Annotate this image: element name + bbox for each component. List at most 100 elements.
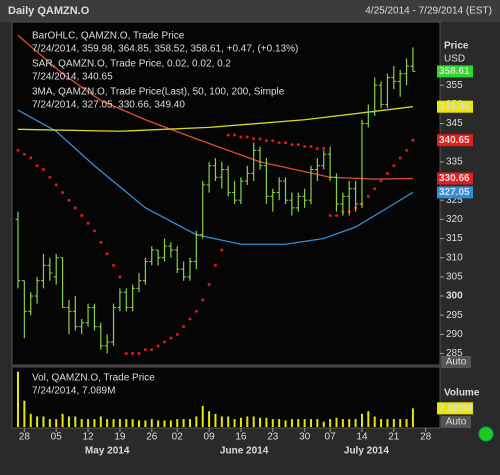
sar-dot (277, 141, 281, 145)
volume-bar (16, 371, 19, 427)
volume-bar (239, 417, 242, 427)
legend-entry: BarOHLC, QAMZN.O, Trade Price (32, 31, 185, 42)
volume-bar (310, 419, 313, 427)
y-tick-label: 295 (446, 310, 463, 321)
volume-bar (373, 416, 376, 427)
volume-bar (303, 419, 306, 427)
sar-dot (67, 198, 71, 202)
auto-button[interactable] (441, 356, 471, 368)
sar-dot (405, 148, 409, 152)
sar-dot (61, 191, 65, 195)
volume-bar (144, 420, 147, 427)
sar-dot (309, 145, 313, 149)
month-label: May 2014 (85, 446, 130, 457)
volume-bar (399, 419, 402, 427)
volume-bar (290, 419, 293, 427)
sar-dot (379, 179, 383, 183)
sar-dot (220, 248, 224, 252)
price-tag-bg (437, 100, 473, 113)
x-tick-label: 19 (114, 432, 126, 443)
sar-dot (150, 348, 154, 352)
volume-bar (118, 419, 121, 427)
header-bar (0, 0, 500, 22)
volume-bar (80, 419, 83, 427)
sar-dot (86, 221, 90, 225)
sar-dot (41, 168, 45, 172)
legend-entry: SAR, QAMZN.O, Trade Price, 0.02, 0.02, 0… (32, 59, 231, 70)
sar-dot (182, 325, 186, 329)
volume-bar (112, 419, 115, 427)
volume-bar (367, 411, 370, 427)
sar-dot (252, 137, 256, 141)
volume-bar (208, 411, 211, 427)
price-title: Price (444, 41, 469, 52)
header-range: 4/25/2014 - 7/29/2014 (EST) (365, 6, 492, 17)
volume-bar (67, 416, 70, 427)
sar-dot (169, 336, 173, 340)
sar-dot (366, 194, 370, 198)
volume-bar (252, 416, 255, 427)
volume-bar (348, 419, 351, 427)
price-tag: 340.65 (439, 135, 470, 146)
x-tick-label: 30 (299, 432, 311, 443)
volume-bar (297, 419, 300, 427)
volume-bar (23, 400, 26, 427)
y-tick-label: 325 (446, 195, 463, 206)
auto-label[interactable]: Auto (446, 357, 467, 368)
status-indicator (478, 426, 494, 442)
x-tick-label: 26 (146, 432, 158, 443)
sar-dot (207, 283, 211, 287)
volume-bar (392, 419, 395, 427)
volume-bar (74, 416, 77, 427)
sar-dot (411, 138, 415, 142)
sar-dot (233, 133, 237, 137)
sar-dot (99, 240, 103, 244)
sar-dot (271, 139, 275, 143)
auto-button[interactable] (441, 416, 471, 428)
sar-dot (73, 206, 77, 210)
volume-bar (341, 419, 344, 427)
volume-bar (386, 419, 389, 427)
y-tick-label: 335 (446, 157, 463, 168)
volume-bar (188, 419, 191, 427)
volume-bar (259, 417, 262, 427)
volume-tag: 7.089M (439, 403, 472, 414)
volume-bar (278, 419, 281, 427)
volume-bar (335, 417, 338, 427)
month-label: July 2014 (344, 446, 389, 457)
price-tag-bg (437, 172, 473, 185)
volume-bar (195, 416, 198, 427)
volume-bar (87, 419, 90, 427)
sar-dot (124, 352, 128, 356)
volume-bar (169, 420, 172, 427)
legend-entry: 7/24/2014, 340.65 (32, 72, 113, 83)
sar-dot (315, 146, 319, 150)
x-tick-label: 02 (172, 432, 184, 443)
legend-entry: 7/24/2014, 327.05, 330.66, 349.40 (32, 100, 185, 111)
volume-bar (176, 419, 179, 427)
volume-bar (157, 420, 160, 427)
volume-bar (354, 419, 357, 427)
header-title: Daily QAMZN.O (8, 5, 90, 17)
sar-dot (334, 214, 338, 218)
auto-label[interactable]: Auto (446, 417, 467, 428)
x-tick-label: 28 (19, 432, 31, 443)
sar-dot (303, 145, 307, 149)
sar-dot (175, 332, 179, 336)
volume-bar (93, 419, 96, 427)
volume-bar (214, 413, 217, 427)
price-tag: 349.40 (439, 101, 470, 112)
x-tick-label: 07 (325, 432, 337, 443)
legend-entry: 7/24/2014, 359.98, 364.85, 358.52, 358.6… (32, 44, 298, 55)
sar-dot (143, 348, 147, 352)
sar-dot (239, 135, 243, 139)
volume-bar (131, 419, 134, 427)
price-tag-bg (437, 65, 473, 78)
sar-dot (392, 164, 396, 168)
volume-bar (138, 420, 141, 427)
sar-dot (162, 340, 166, 344)
volume-legend: Vol, QAMZN.O, Trade Price (32, 373, 155, 384)
volume-bar (405, 419, 408, 427)
y-tick-label: 285 (446, 348, 463, 359)
sar-dot (118, 275, 122, 279)
